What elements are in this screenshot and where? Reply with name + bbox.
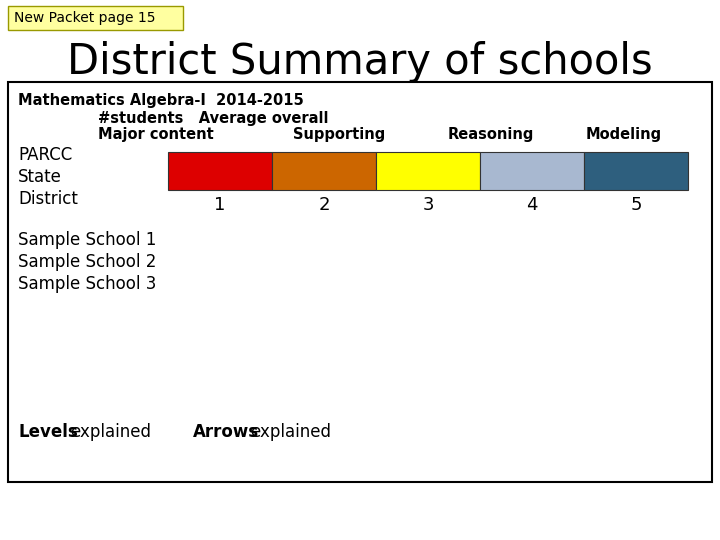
Text: Sample School 2: Sample School 2 — [18, 253, 156, 271]
Text: 2: 2 — [318, 196, 330, 214]
FancyBboxPatch shape — [168, 152, 272, 190]
Text: 1: 1 — [215, 196, 225, 214]
FancyBboxPatch shape — [8, 6, 183, 30]
FancyBboxPatch shape — [480, 152, 584, 190]
Text: Arrows: Arrows — [193, 423, 259, 441]
Text: 4: 4 — [526, 196, 538, 214]
Text: New Packet page 15: New Packet page 15 — [14, 11, 156, 25]
Text: Mathematics Algebra-I  2014-2015: Mathematics Algebra-I 2014-2015 — [18, 92, 304, 107]
Text: PARCC: PARCC — [18, 146, 72, 164]
Text: explained: explained — [70, 423, 151, 441]
Text: Sample School 3: Sample School 3 — [18, 275, 156, 293]
Text: Modeling: Modeling — [586, 127, 662, 143]
Text: Sample School 1: Sample School 1 — [18, 231, 156, 249]
FancyBboxPatch shape — [584, 152, 688, 190]
Text: Supporting: Supporting — [293, 127, 385, 143]
Text: District Summary of schools: District Summary of schools — [67, 41, 653, 83]
FancyBboxPatch shape — [376, 152, 480, 190]
Text: explained: explained — [250, 423, 331, 441]
Text: Levels: Levels — [18, 423, 78, 441]
Text: #students   Average overall: #students Average overall — [98, 111, 328, 125]
Text: Major content: Major content — [98, 127, 214, 143]
Text: Reasoning: Reasoning — [448, 127, 534, 143]
FancyBboxPatch shape — [8, 82, 712, 482]
Text: State: State — [18, 168, 62, 186]
Text: 5: 5 — [630, 196, 642, 214]
Text: District: District — [18, 190, 78, 208]
Text: 3: 3 — [422, 196, 433, 214]
FancyBboxPatch shape — [272, 152, 376, 190]
